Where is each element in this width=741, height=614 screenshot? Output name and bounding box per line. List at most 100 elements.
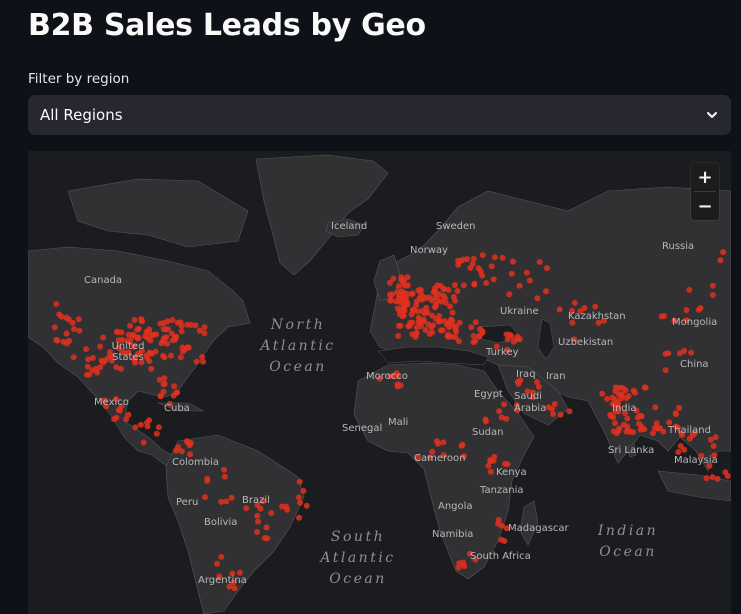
lead-marker[interactable] [487, 458, 494, 465]
lead-marker[interactable] [472, 338, 479, 345]
lead-marker[interactable] [400, 307, 407, 314]
lead-marker[interactable] [193, 358, 200, 365]
lead-marker[interactable] [662, 367, 669, 374]
lead-marker[interactable] [140, 439, 147, 446]
lead-marker[interactable] [534, 295, 541, 302]
lead-marker[interactable] [633, 407, 640, 414]
lead-marker[interactable] [76, 327, 83, 334]
lead-marker[interactable] [604, 395, 610, 402]
lead-marker[interactable] [218, 498, 225, 505]
lead-marker[interactable] [125, 411, 132, 418]
lead-marker[interactable] [686, 435, 693, 442]
lead-marker[interactable] [163, 334, 170, 341]
zoom-in-button[interactable]: + [697, 166, 713, 188]
lead-marker[interactable] [652, 404, 659, 411]
lead-marker[interactable] [127, 339, 134, 346]
lead-marker[interactable] [156, 376, 163, 383]
lead-marker[interactable] [630, 387, 637, 394]
lead-marker[interactable] [479, 272, 486, 279]
lead-marker[interactable] [569, 307, 576, 314]
lead-marker[interactable] [717, 257, 724, 264]
lead-marker[interactable] [695, 306, 702, 313]
lead-marker[interactable] [503, 331, 510, 338]
lead-marker[interactable] [651, 424, 658, 431]
lead-marker[interactable] [454, 288, 461, 294]
lead-marker[interactable] [218, 553, 225, 560]
lead-marker[interactable] [157, 320, 164, 327]
lead-marker[interactable] [223, 498, 230, 505]
lead-marker[interactable] [491, 254, 498, 261]
lead-marker[interactable] [416, 295, 423, 301]
lead-marker[interactable] [513, 402, 520, 408]
lead-marker[interactable] [296, 514, 303, 521]
lead-marker[interactable] [429, 448, 436, 455]
lead-marker[interactable] [446, 324, 452, 331]
lead-marker[interactable] [653, 420, 660, 427]
lead-marker[interactable] [551, 401, 558, 407]
lead-marker[interactable] [675, 449, 682, 455]
lead-marker[interactable] [498, 414, 505, 421]
lead-marker[interactable] [254, 502, 261, 509]
lead-marker[interactable] [395, 373, 402, 380]
lead-marker[interactable] [475, 333, 482, 340]
lead-marker[interactable] [387, 296, 394, 303]
lead-marker[interactable] [143, 352, 150, 359]
lead-marker[interactable] [132, 424, 139, 431]
lead-marker[interactable] [622, 410, 628, 416]
leads-map[interactable]: Iceland Sweden Norway Russia Canada Kaza… [28, 151, 731, 614]
lead-marker[interactable] [146, 329, 153, 336]
lead-marker[interactable] [676, 350, 683, 357]
lead-marker[interactable] [566, 408, 573, 415]
lead-marker[interactable] [460, 282, 467, 289]
lead-marker[interactable] [261, 535, 268, 541]
lead-marker[interactable] [490, 276, 497, 283]
lead-marker[interactable] [709, 282, 716, 289]
lead-marker[interactable] [83, 371, 90, 378]
lead-marker[interactable] [398, 274, 405, 281]
lead-marker[interactable] [231, 585, 238, 592]
lead-marker[interactable] [178, 448, 185, 455]
lead-marker[interactable] [496, 408, 503, 415]
lead-marker[interactable] [399, 288, 405, 295]
lead-marker[interactable] [450, 323, 457, 330]
lead-marker[interactable] [123, 416, 130, 423]
lead-marker[interactable] [504, 461, 511, 468]
lead-marker[interactable] [409, 290, 416, 297]
lead-marker[interactable] [395, 283, 402, 290]
lead-marker[interactable] [618, 395, 624, 402]
lead-marker[interactable] [188, 322, 195, 328]
lead-marker[interactable] [433, 289, 439, 296]
lead-marker[interactable] [433, 302, 439, 309]
lead-marker[interactable] [534, 379, 541, 386]
lead-marker[interactable] [243, 505, 250, 512]
lead-marker[interactable] [404, 274, 411, 281]
lead-marker[interactable] [113, 414, 120, 421]
lead-marker[interactable] [125, 331, 132, 338]
lead-marker[interactable] [456, 319, 463, 326]
lead-marker[interactable] [109, 357, 115, 364]
lead-marker[interactable] [609, 394, 616, 401]
lead-marker[interactable] [599, 390, 606, 397]
lead-marker[interactable] [442, 299, 449, 306]
lead-marker[interactable] [171, 383, 178, 390]
lead-marker[interactable] [483, 418, 489, 425]
lead-marker[interactable] [255, 518, 261, 525]
lead-marker[interactable] [416, 316, 423, 323]
lead-marker[interactable] [148, 350, 155, 357]
lead-marker[interactable] [204, 477, 211, 484]
lead-marker[interactable] [117, 365, 124, 372]
lead-marker[interactable] [470, 333, 477, 339]
lead-marker[interactable] [460, 559, 467, 566]
lead-marker[interactable] [691, 430, 698, 437]
lead-marker[interactable] [84, 363, 91, 370]
zoom-out-button[interactable]: − [697, 195, 713, 217]
lead-marker[interactable] [53, 301, 60, 307]
lead-marker[interactable] [161, 380, 168, 387]
lead-marker[interactable] [453, 328, 460, 335]
lead-marker[interactable] [97, 364, 104, 371]
lead-marker[interactable] [423, 304, 430, 311]
lead-marker[interactable] [172, 336, 178, 343]
lead-marker[interactable] [601, 317, 607, 324]
lead-marker[interactable] [401, 296, 408, 303]
lead-marker[interactable] [472, 319, 479, 326]
